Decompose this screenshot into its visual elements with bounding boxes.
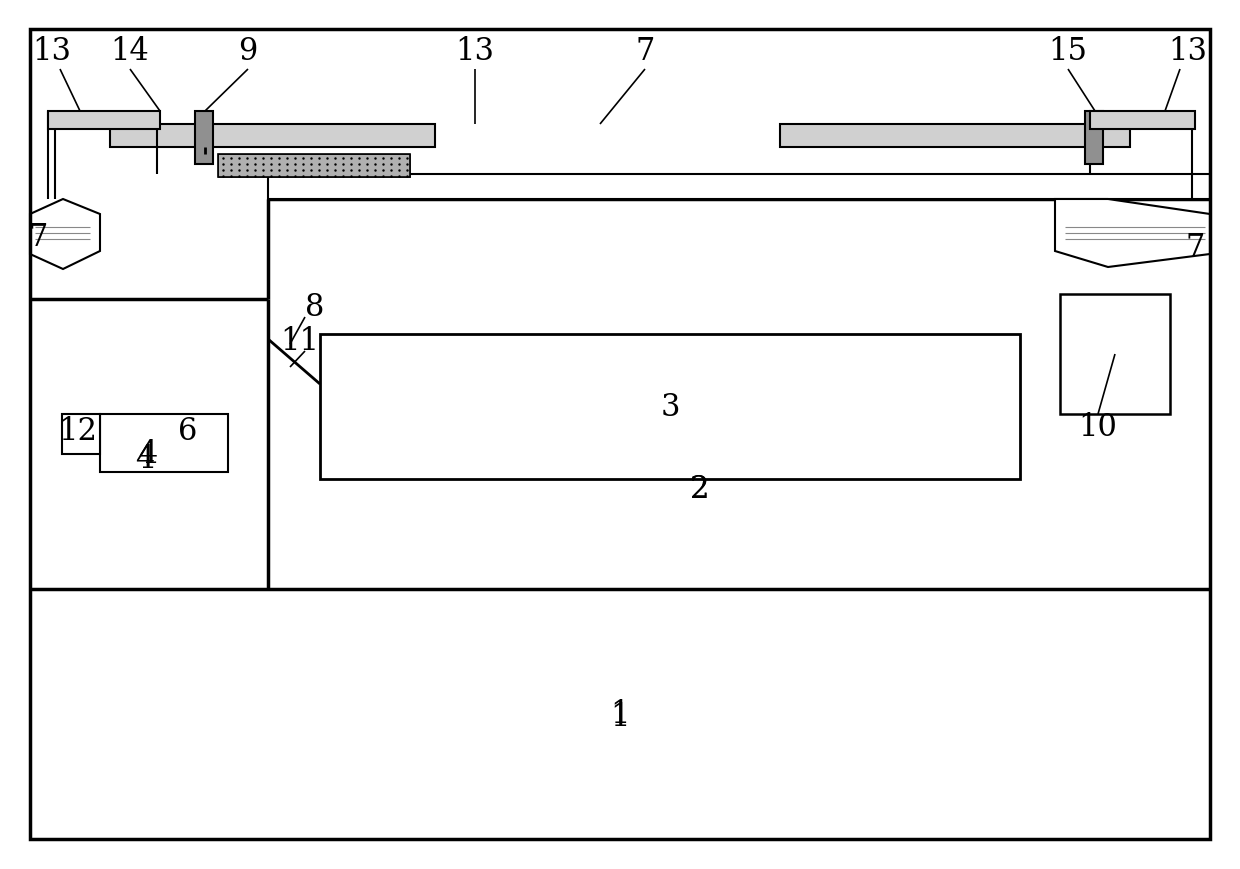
Text: 11: 11 [280, 326, 320, 357]
Text: 1: 1 [610, 701, 630, 733]
Text: 10: 10 [1079, 412, 1117, 443]
Text: 6: 6 [179, 416, 197, 447]
Bar [1090, 112, 1195, 129]
Text: 13: 13 [1168, 36, 1208, 68]
Polygon shape [1055, 200, 1210, 268]
Text: 15: 15 [1049, 36, 1087, 68]
Text: 13: 13 [455, 36, 495, 68]
Bar [780, 125, 1130, 148]
Text: 1: 1 [610, 699, 630, 730]
Polygon shape [30, 200, 100, 269]
Bar [320, 335, 1021, 480]
Text: 8: 8 [305, 292, 325, 323]
Text: 4: 4 [135, 444, 155, 475]
Text: 7: 7 [635, 36, 655, 68]
Text: 12: 12 [58, 416, 98, 447]
Text: 14: 14 [110, 36, 149, 68]
Text: 3: 3 [660, 392, 680, 423]
Text: 7: 7 [29, 222, 47, 253]
Bar [218, 155, 410, 178]
Bar [100, 415, 228, 473]
Text: 9: 9 [238, 36, 258, 68]
Bar [110, 125, 435, 148]
Bar [1060, 295, 1171, 415]
Text: 7: 7 [1185, 232, 1205, 263]
Text: 2: 2 [691, 474, 709, 505]
Bar [268, 175, 1210, 200]
Text: 13: 13 [32, 36, 72, 68]
Bar [62, 415, 100, 454]
Text: 4: 4 [139, 439, 157, 470]
Text: 2: 2 [691, 474, 709, 505]
Bar [218, 155, 410, 178]
Bar [48, 112, 160, 129]
Bar [1085, 112, 1104, 165]
Bar [195, 112, 213, 165]
